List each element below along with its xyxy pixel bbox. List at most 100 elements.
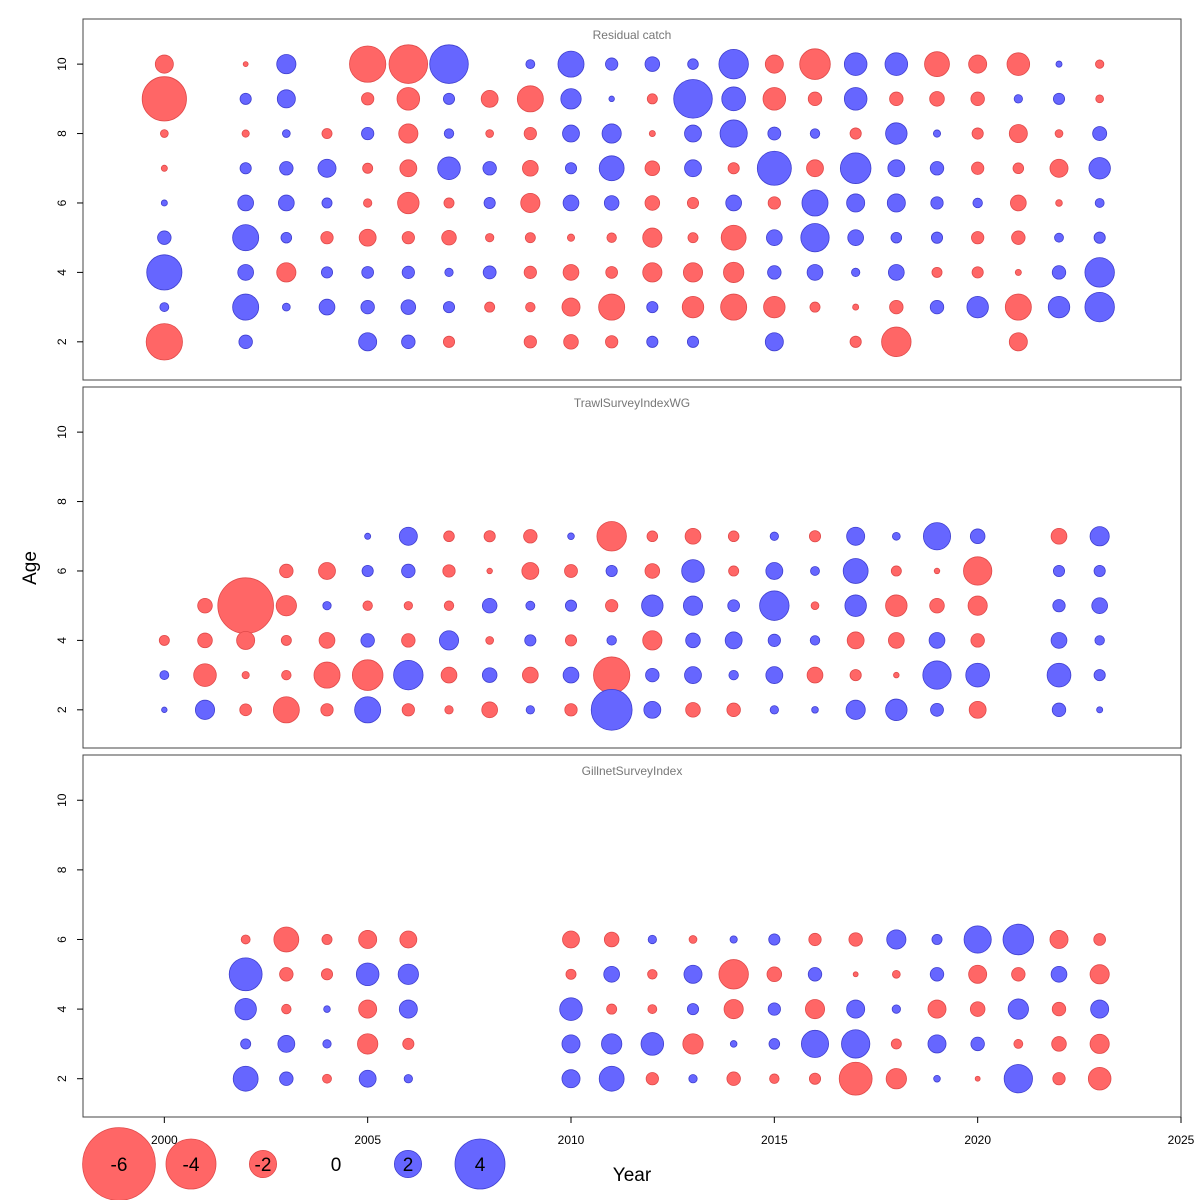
residual-bubble [684,124,702,143]
residual-bubble [398,999,418,1019]
residual-bubble [885,1068,907,1090]
residual-bubble [644,56,661,72]
residual-bubble [397,191,420,215]
residual-bubble [723,999,744,1020]
residual-bubble [643,700,662,719]
residual-bubble [564,703,578,717]
residual-bubble [727,599,740,612]
residual-bubble [145,323,183,361]
residual-bubble [278,194,295,212]
residual-bubble [525,600,536,611]
residual-bubble [232,1065,259,1092]
residual-bubble [846,193,866,213]
residual-bubble [562,666,580,684]
residual-bubble [320,703,334,717]
residual-bubble [276,54,297,75]
residual-bubble [605,564,618,577]
residual-bubble [720,224,747,251]
y-tick-label: 10 [55,793,69,807]
residual-bubble [645,667,660,683]
residual-bubble [931,934,943,945]
residual-bubble [684,159,702,178]
legend-label: 2 [403,1155,414,1176]
residual-bubble [767,1002,781,1016]
residual-bubble [1093,669,1106,682]
residual-bubble [141,76,187,122]
residual-bubble [1050,632,1068,649]
residual-bubble [403,1074,413,1084]
residual-bubble [688,935,698,944]
y-tick-label: 6 [55,199,69,206]
residual-bubble [606,232,617,243]
residual-bubble [281,669,292,681]
residual-bubble [846,631,865,650]
residual-bubble [848,932,863,947]
legend-label: -6 [111,1155,128,1176]
residual-bubble [397,963,419,985]
residual-bubble [318,562,336,580]
residual-bubble [1051,265,1067,280]
residual-bubble [521,562,540,580]
residual-bubble [800,223,830,253]
residual-bubble [1055,199,1063,207]
legend-label: -2 [255,1155,272,1176]
residual-bubble [888,264,905,281]
residual-bubble [927,1034,947,1054]
residual-bubble [929,91,945,107]
residual-bubble [442,301,456,314]
residual-bubble [276,262,297,283]
residual-bubble [559,997,583,1021]
residual-bubble [841,1029,871,1059]
residual-bubble [160,199,168,207]
residual-bubble [726,702,741,717]
residual-bubble [762,87,787,111]
residual-bubble [561,297,581,317]
residual-bubble [561,1034,581,1054]
residual-bubble [197,597,213,614]
residual-bubble [646,93,658,105]
residual-bubble [728,669,739,681]
residual-bubble [562,194,580,212]
residual-bubble [240,934,251,945]
panel-frame [82,18,1182,381]
residual-bubble [279,967,294,982]
residual-bubble [239,162,252,175]
legend-bubble [454,1138,506,1190]
residual-bubble [606,635,617,646]
residual-bubble [646,530,659,542]
residual-bubble [197,632,213,649]
residual-bubble [603,931,620,948]
residual-bubble [401,231,415,245]
residual-bubble [891,1004,901,1014]
residual-bubble [1050,965,1068,983]
residual-bubble [810,601,820,610]
residual-bubble [232,224,260,252]
residual-bubble [237,264,254,281]
residual-bubble [933,567,941,575]
residual-bubble [930,196,944,210]
residual-bubble [1088,157,1111,180]
panel-frame [82,754,1182,1118]
residual-bubble [605,266,618,279]
residual-bubble [806,666,824,684]
residual-bubble [647,934,657,945]
residual-bubble [322,1073,332,1084]
residual-bubble [963,556,993,586]
residual-bubble [442,564,456,578]
residual-bubble [647,969,658,980]
residual-bubble [522,159,539,177]
residual-bubble [564,634,578,647]
residual-bubble [968,700,987,719]
residual-bubble [685,632,701,649]
residual-bubble [1013,1039,1024,1049]
y-tick-label: 10 [55,57,69,71]
residual-bubble [688,1074,698,1084]
residual-bubble [1095,94,1104,104]
residual-bubble [728,565,740,577]
residual-bubble [590,688,633,731]
residual-bubble [1047,295,1071,319]
residual-bubble [593,656,631,694]
residual-bubble [606,1003,618,1015]
residual-bubble [764,332,784,352]
residual-bubble [320,231,334,245]
